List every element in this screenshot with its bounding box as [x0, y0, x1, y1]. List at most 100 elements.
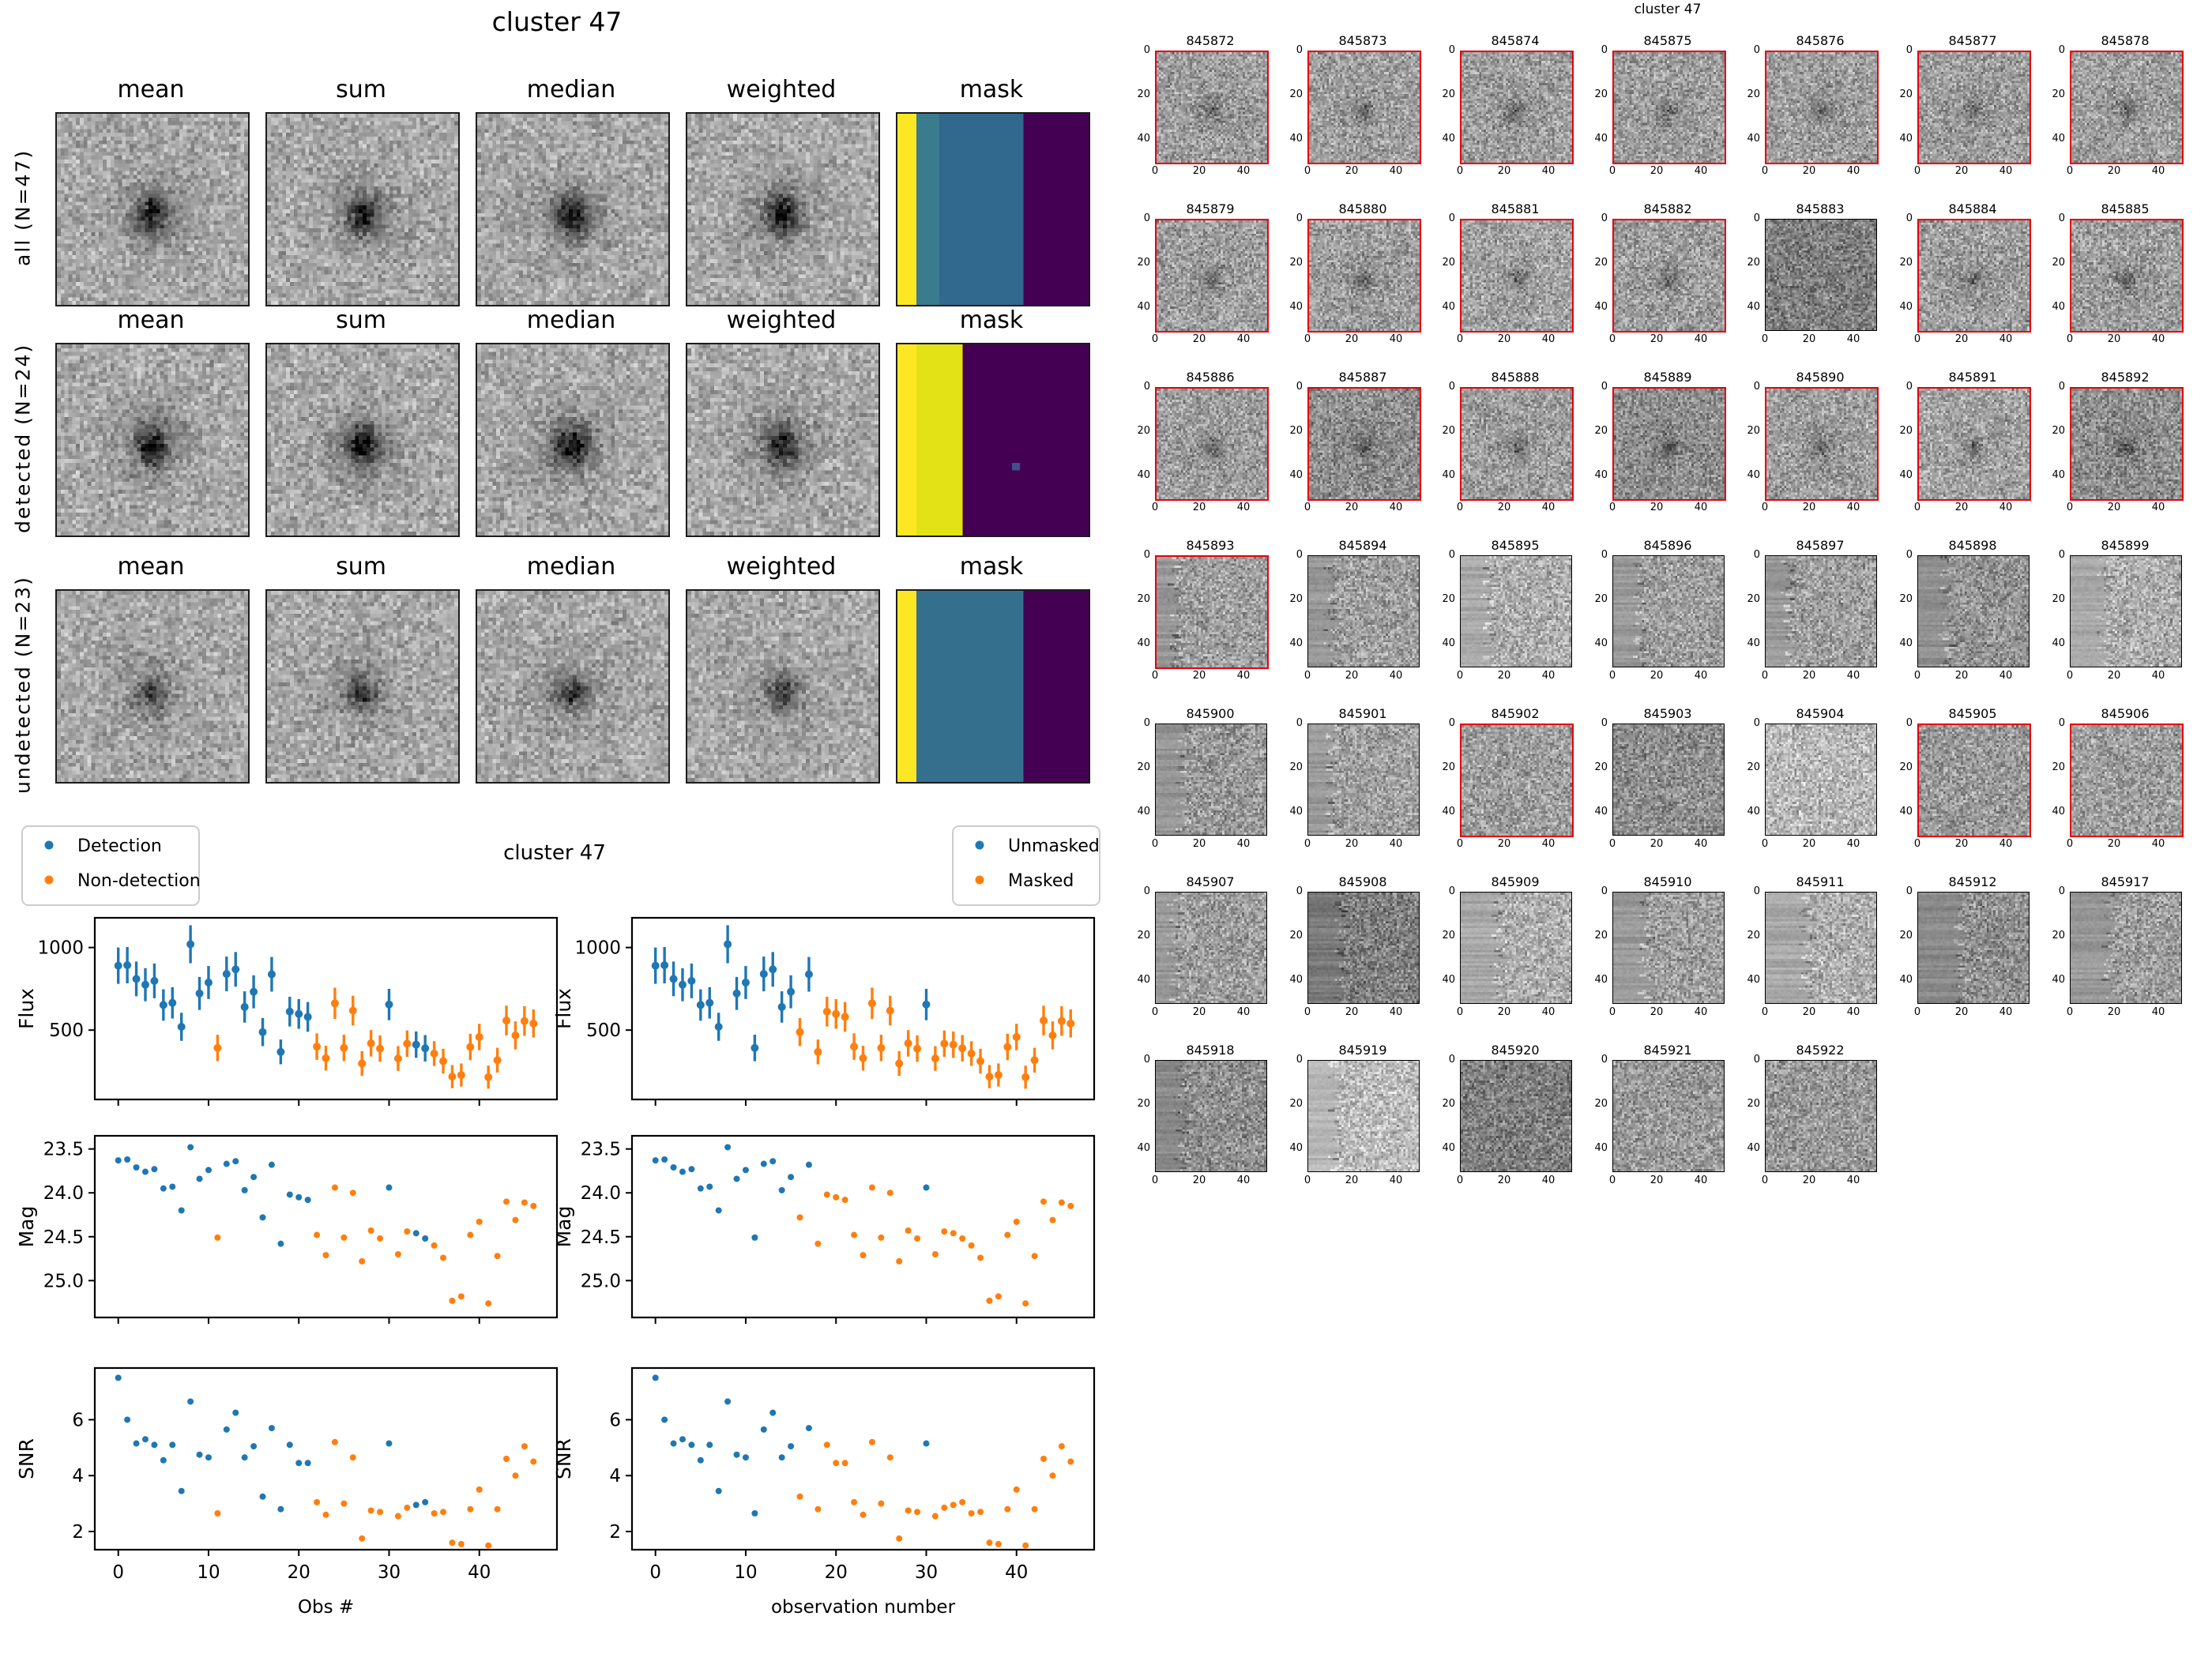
svg-text:Mag: Mag: [552, 1206, 575, 1248]
stack-column-header: median: [526, 306, 616, 334]
thumbnail-xtick-label: 0: [1151, 333, 1159, 345]
thumbnail-ytick-label: 0: [1296, 44, 1303, 56]
thumbnail-xtick-label: 40: [1694, 1175, 1708, 1186]
thumbnail-ytick-label: 0: [1296, 381, 1303, 393]
thumbnail-xtick-label: 20: [2107, 165, 2121, 177]
thumbnail-ytick-label: 0: [1143, 885, 1150, 897]
thumbnail-xtick-label: 20: [1954, 838, 1969, 850]
svg-text:Flux: Flux: [552, 988, 575, 1029]
thumbnail-title: 845917: [2101, 874, 2150, 889]
thumbnail-xtick-label: 40: [1541, 502, 1556, 513]
thumbnail-ytick-label: 20: [2052, 593, 2065, 605]
thumbnail-ytick-label: 20: [1137, 761, 1150, 773]
thumbnail-ytick-label: 40: [1289, 974, 1303, 986]
thumbnail-image: [2070, 219, 2184, 333]
thumbnail-xtick-label: 40: [1541, 670, 1556, 682]
thumbnail-xtick-label: 0: [1304, 333, 1311, 345]
thumbnail-xtick-label: 20: [1497, 502, 1511, 513]
thumbnail-ytick-label: 40: [1289, 1142, 1303, 1154]
thumbnail-ytick-label: 20: [1747, 930, 1760, 941]
stack-cutout-image: [55, 112, 250, 306]
stack-cutouts-figure: cluster 47 all (N=47) mean sum median weight…: [0, 0, 1114, 817]
thumbnail-xtick-label: 0: [2066, 670, 2074, 682]
thumbnail-image: [2070, 51, 2184, 164]
thumbnail-xtick-label: 0: [1304, 1175, 1311, 1186]
thumbnail-ytick-label: 20: [1442, 761, 1455, 773]
thumbnail-xtick-label: 0: [1151, 1006, 1159, 1018]
svg-text:6: 6: [72, 1410, 84, 1430]
stack-cutout-image: [265, 343, 460, 537]
thumbnail-xtick-label: 0: [1608, 1175, 1616, 1186]
thumbnail-ytick-label: 0: [1753, 549, 1760, 561]
thumbnail-xtick-label: 40: [1236, 1006, 1251, 1018]
thumbnail-xtick-label: 40: [1541, 1006, 1556, 1018]
thumbnail-xtick-label: 0: [1151, 838, 1159, 850]
thumbnail-ytick-label: 40: [1442, 806, 1455, 817]
svg-text:6: 6: [609, 1410, 621, 1430]
thumbnail-title: 845919: [1338, 1043, 1387, 1058]
thumbnail-ytick-label: 20: [1594, 593, 1608, 605]
svg-text:25.0: 25.0: [581, 1271, 621, 1291]
thumbnail-ytick-label: 0: [1601, 549, 1608, 561]
thumbnail-xtick-label: 40: [1389, 502, 1403, 513]
thumbnail-image: [1460, 51, 1574, 164]
observation-thumbnails-figure: cluster 47 845872 0 20 40 0 20 40 845873 0 20 40 0 2…: [1130, 0, 2212, 1216]
thumbnail-image: [1612, 51, 1726, 164]
thumbnail-xtick-label: 20: [1192, 333, 1206, 345]
thumbnail-ytick-label: 0: [1143, 381, 1150, 393]
thumbnail-ytick-label: 0: [1448, 212, 1455, 224]
thumbnail-xtick-label: 20: [1802, 333, 1816, 345]
thumbnail-ytick-label: 20: [1594, 1098, 1608, 1110]
thumbnails-figure-title: cluster 47: [1634, 2, 1702, 17]
thumbnail-ytick-label: 20: [1289, 425, 1303, 437]
svg-text:1000: 1000: [37, 938, 84, 959]
stack-column-header: mask: [959, 306, 1024, 334]
stack-row-label: all (N=47): [11, 148, 35, 267]
thumbnail-title: 845896: [1643, 538, 1692, 553]
thumbnail-xtick-label: 20: [1497, 165, 1511, 177]
thumbnail-image: [1307, 1060, 1420, 1172]
thumbnail-ytick-label: 0: [1448, 1054, 1455, 1066]
svg-text:24.0: 24.0: [581, 1183, 621, 1204]
thumbnail-ytick-label: 0: [2058, 885, 2065, 897]
thumbnail-xtick-label: 20: [1650, 838, 1664, 850]
thumbnail-ytick-label: 40: [2052, 974, 2065, 986]
thumbnail-title: 845874: [1491, 33, 1540, 48]
thumbnail-ytick-label: 20: [1137, 593, 1150, 605]
thumbnail-xtick-label: 0: [1456, 1006, 1464, 1018]
thumbnail-ytick-label: 20: [1747, 88, 1760, 100]
thumbnail-xtick-label: 40: [1236, 502, 1251, 513]
thumbnail-ytick-label: 0: [1753, 885, 1760, 897]
thumbnail-xtick-label: 0: [1761, 670, 1769, 682]
stack-cutout-image: [265, 112, 460, 306]
stack-column-header: sum: [336, 76, 386, 103]
thumbnail-ytick-label: 40: [1899, 133, 1913, 145]
thumbnail-ytick-label: 0: [1753, 717, 1760, 729]
thumbnail-ytick-label: 0: [1143, 717, 1150, 729]
thumbnail-ytick-label: 40: [1442, 637, 1455, 649]
thumbnail-image: [2070, 724, 2184, 837]
svg-text:30: 30: [915, 1562, 938, 1583]
thumbnail-image: [1155, 724, 1267, 836]
thumbnail-xtick-label: 0: [1608, 502, 1616, 513]
thumbnail-ytick-label: 20: [2052, 930, 2065, 941]
thumbnail-xtick-label: 0: [1913, 1006, 1921, 1018]
thumbnail-ytick-label: 40: [1747, 1142, 1760, 1154]
thumbnail-xtick-label: 20: [2107, 333, 2121, 345]
thumbnail-title: 845905: [1948, 706, 1997, 721]
thumbnail-image: [2070, 555, 2182, 667]
thumbnail-ytick-label: 0: [1905, 212, 1913, 224]
svg-text:4: 4: [72, 1466, 84, 1486]
thumbnail-ytick-label: 20: [1137, 1098, 1150, 1110]
thumbnail-image: [1155, 555, 1269, 669]
thumbnail-xtick-label: 0: [1608, 838, 1616, 850]
thumbnail-ytick-label: 20: [1289, 593, 1303, 605]
thumbnail-xtick-label: 20: [1802, 670, 1816, 682]
thumbnail-ytick-label: 20: [1442, 257, 1455, 269]
thumbnail-image: [1765, 892, 1877, 1004]
thumbnail-ytick-label: 0: [1601, 212, 1608, 224]
thumbnail-ytick-label: 0: [1753, 1054, 1760, 1066]
thumbnail-xtick-label: 40: [1541, 1175, 1556, 1186]
thumbnail-image: [1612, 555, 1725, 667]
thumbnail-ytick-label: 0: [1143, 44, 1150, 56]
